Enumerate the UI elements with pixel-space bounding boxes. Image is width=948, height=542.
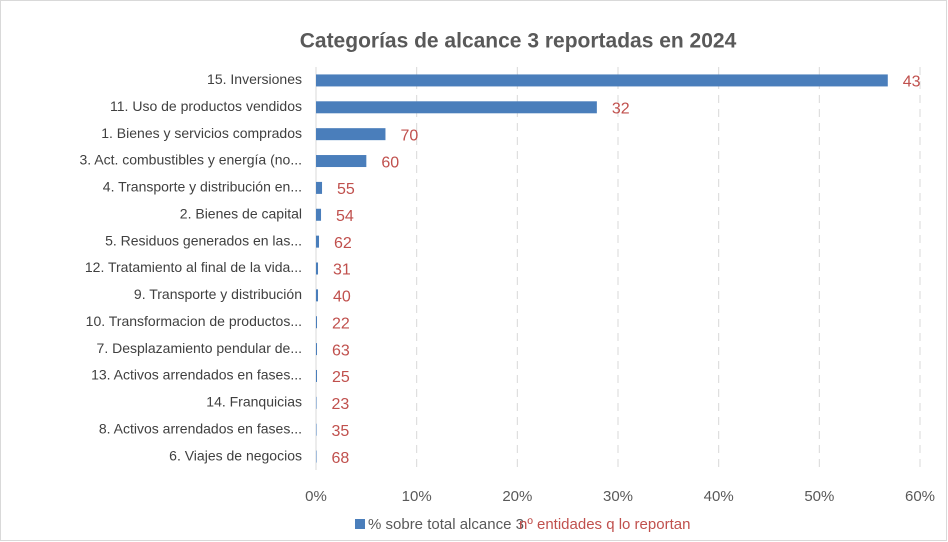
y-tick-label: 6. Viajes de negocios — [169, 447, 302, 463]
data-label: 62 — [334, 235, 352, 252]
x-tick-label: 0% — [305, 488, 327, 505]
bar — [316, 396, 317, 409]
y-tick-label: 8. Activos arrendados en fases... — [99, 420, 302, 436]
x-tick-label: 30% — [603, 488, 633, 505]
data-label: 55 — [337, 181, 355, 198]
y-tick-label: 1. Bienes y servicios comprados — [101, 125, 302, 141]
x-tick-label: 40% — [704, 488, 734, 505]
legend-label: nº entidades q lo reportan — [519, 516, 690, 533]
x-tick-label: 60% — [905, 488, 935, 505]
data-label: 23 — [332, 396, 350, 413]
data-label: 35 — [332, 423, 350, 440]
data-label: 68 — [332, 450, 350, 467]
bar — [316, 101, 597, 114]
data-label: 22 — [332, 315, 350, 332]
y-tick-label: 11. Uso de productos vendidos — [110, 98, 302, 114]
y-tick-label: 9. Transporte y distribución — [134, 286, 302, 302]
data-label: 60 — [381, 154, 399, 171]
y-tick-label: 10. Transformacion de productos... — [86, 313, 302, 329]
y-tick-label: 3. Act. combustibles y energía (no... — [79, 152, 302, 168]
data-label: 40 — [333, 289, 351, 306]
bar — [316, 208, 322, 221]
data-label: 54 — [336, 208, 354, 225]
bar — [316, 343, 318, 356]
bar — [316, 316, 318, 329]
data-label: 32 — [612, 101, 630, 118]
bar — [316, 74, 888, 87]
y-tick-label: 12. Tratamiento al final de la vida... — [85, 259, 302, 275]
x-tick-label: 20% — [502, 488, 532, 505]
y-tick-label: 4. Transporte y distribución en... — [103, 179, 302, 195]
y-tick-label: 5. Residuos generados en las... — [105, 232, 302, 248]
y-tick-label: 14. Franquicias — [206, 394, 302, 410]
y-tick-label: 13. Activos arrendados en fases... — [91, 367, 302, 383]
legend-swatch — [355, 519, 365, 529]
data-label: 43 — [903, 74, 921, 91]
data-label: 25 — [332, 369, 350, 386]
chart-title: Categorías de alcance 3 reportadas en 20… — [300, 30, 737, 53]
data-label: 70 — [400, 127, 418, 144]
bar — [316, 128, 386, 141]
x-tick-label: 50% — [804, 488, 834, 505]
y-tick-label: 15. Inversiones — [207, 71, 302, 87]
bar — [316, 423, 317, 436]
bar — [316, 155, 367, 168]
y-tick-label: 2. Bienes de capital — [180, 205, 302, 221]
bar — [316, 289, 319, 302]
data-label: 31 — [333, 262, 351, 279]
data-label: 63 — [332, 342, 350, 359]
bar — [316, 181, 323, 194]
y-tick-label: 7. Desplazamiento pendular de... — [97, 340, 302, 356]
legend-label: % sobre total alcance 3 — [368, 516, 524, 533]
bar — [316, 450, 317, 463]
bar — [316, 369, 318, 382]
bar — [316, 235, 320, 248]
x-tick-label: 10% — [402, 488, 432, 505]
bar — [316, 262, 319, 275]
